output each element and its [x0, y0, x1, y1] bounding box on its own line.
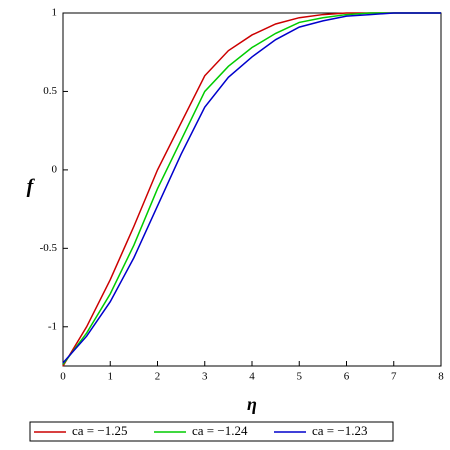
- x-tick-label: 5: [297, 371, 303, 383]
- x-tick-label: 2: [155, 371, 161, 383]
- x-tick-label: 6: [344, 371, 350, 383]
- plot-frame: [62, 12, 442, 367]
- line: [62, 12, 441, 367]
- x-axis-label: η: [247, 394, 257, 414]
- y-tick-label: 0.5: [43, 85, 57, 97]
- y-tick-label: 1: [52, 7, 58, 19]
- x-tick-label: 4: [249, 371, 255, 383]
- x-tick-label: 0: [60, 371, 66, 383]
- x-tick-label: 1: [108, 371, 114, 383]
- x-tick-label: 8: [438, 371, 444, 383]
- y-tick-label: -0.5: [40, 242, 58, 254]
- legend-box: [29, 421, 394, 442]
- legend-label: ca = −1.25: [72, 423, 127, 438]
- line: [62, 12, 441, 365]
- x-tick-label: 7: [391, 371, 397, 383]
- y-tick-label: -1: [48, 320, 57, 332]
- legend-label: ca = −1.23: [312, 423, 367, 438]
- y-tick-label: 0: [52, 163, 58, 175]
- y-axis-label: f: [27, 176, 36, 198]
- x-tick-label: 3: [202, 371, 208, 383]
- legend-label: ca = −1.24: [192, 423, 248, 438]
- line: [62, 12, 441, 364]
